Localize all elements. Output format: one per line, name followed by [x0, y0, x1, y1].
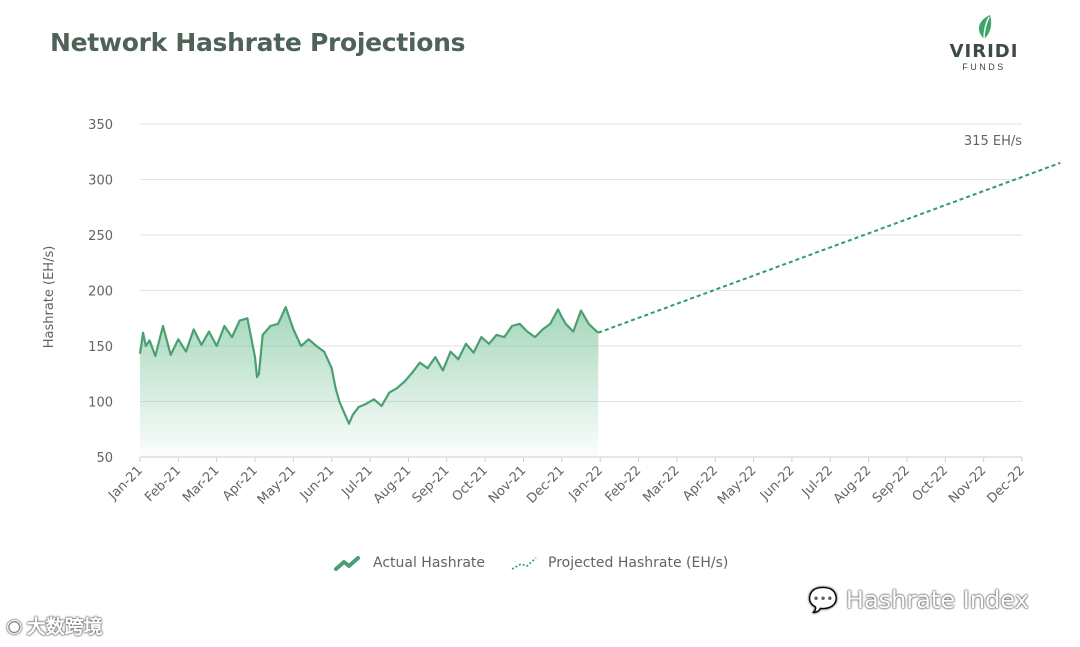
brand-name: VIRIDI [949, 41, 1019, 62]
watermark-logo-icon: ◉ [6, 614, 23, 637]
y-tick-label: 100 [88, 396, 113, 411]
chart-title: Network Hashrate Projections [50, 28, 466, 57]
legend-actual-label: Actual Hashrate [373, 555, 485, 571]
x-tick-label: Oct-21 [449, 463, 491, 505]
x-tick-label: Aug-21 [371, 463, 415, 507]
y-tick-label: 350 [88, 118, 113, 133]
watermark-left: ◉ 大数跨境 [6, 612, 103, 639]
y-tick-label: 150 [88, 340, 113, 355]
y-tick-label: 50 [96, 451, 113, 466]
x-tick-label: Nov-22 [946, 463, 989, 506]
y-axis: 50 100 150 200 250 300 350 [88, 118, 113, 466]
x-tick-label: Oct-22 [910, 463, 952, 505]
watermark-right: 💬 Hashrate Index [808, 586, 1029, 614]
x-tick-label: Aug-22 [831, 463, 875, 507]
legend-projected-icon [511, 557, 537, 570]
x-tick-label: May-22 [715, 463, 759, 507]
series-layer [138, 161, 1061, 425]
chat-bubble-icon: 💬 [808, 586, 838, 614]
brand-subtitle: FUNDS [962, 62, 1006, 72]
x-tick-label: Feb-22 [602, 463, 644, 505]
x-tick-label: Jan-22 [565, 463, 606, 504]
y-tick-label: 300 [88, 174, 113, 189]
legend-projected-label: Projected Hashrate (EH/s) [548, 555, 728, 571]
y-tick-label: 250 [88, 229, 113, 244]
x-tick-label: Sep-21 [410, 463, 453, 506]
x-tick-label: Sep-22 [870, 463, 913, 506]
x-tick-label: Jul-21 [338, 463, 375, 500]
x-tick-label: Feb-21 [142, 463, 184, 505]
legend: Actual Hashrate Projected Hashrate (EH/s… [334, 555, 728, 571]
x-tick-label: Mar-22 [640, 463, 682, 505]
x-tick-label: Dec-21 [524, 463, 567, 506]
x-tick-label: Nov-21 [486, 463, 529, 506]
actual-hashrate-area [140, 307, 599, 457]
x-tick-label: Dec-22 [984, 463, 1027, 506]
x-tick-label: Jun-21 [297, 463, 338, 504]
projected-hashrate-line [597, 161, 1061, 334]
legend-actual-icon [334, 556, 360, 571]
x-tick-label: May-21 [255, 463, 299, 507]
x-tick-label: Mar-21 [180, 463, 222, 505]
brand-logo: VIRIDI FUNDS [940, 14, 1028, 72]
y-tick-label: 200 [88, 285, 113, 300]
x-tick-label: Jul-22 [799, 463, 836, 500]
actual-hashrate-line [138, 306, 600, 425]
area-layer [140, 307, 599, 457]
watermark-right-text: Hashrate Index [845, 586, 1029, 614]
x-tick-label: Jan-21 [105, 463, 146, 504]
x-tick-label: Jun-22 [757, 463, 798, 504]
projection-annotation: 315 EH/s [964, 134, 1022, 149]
leaf-icon [978, 15, 992, 40]
y-axis-label: Hashrate (EH/s) [42, 246, 57, 349]
watermark-left-text: 大数跨境 [26, 616, 103, 638]
